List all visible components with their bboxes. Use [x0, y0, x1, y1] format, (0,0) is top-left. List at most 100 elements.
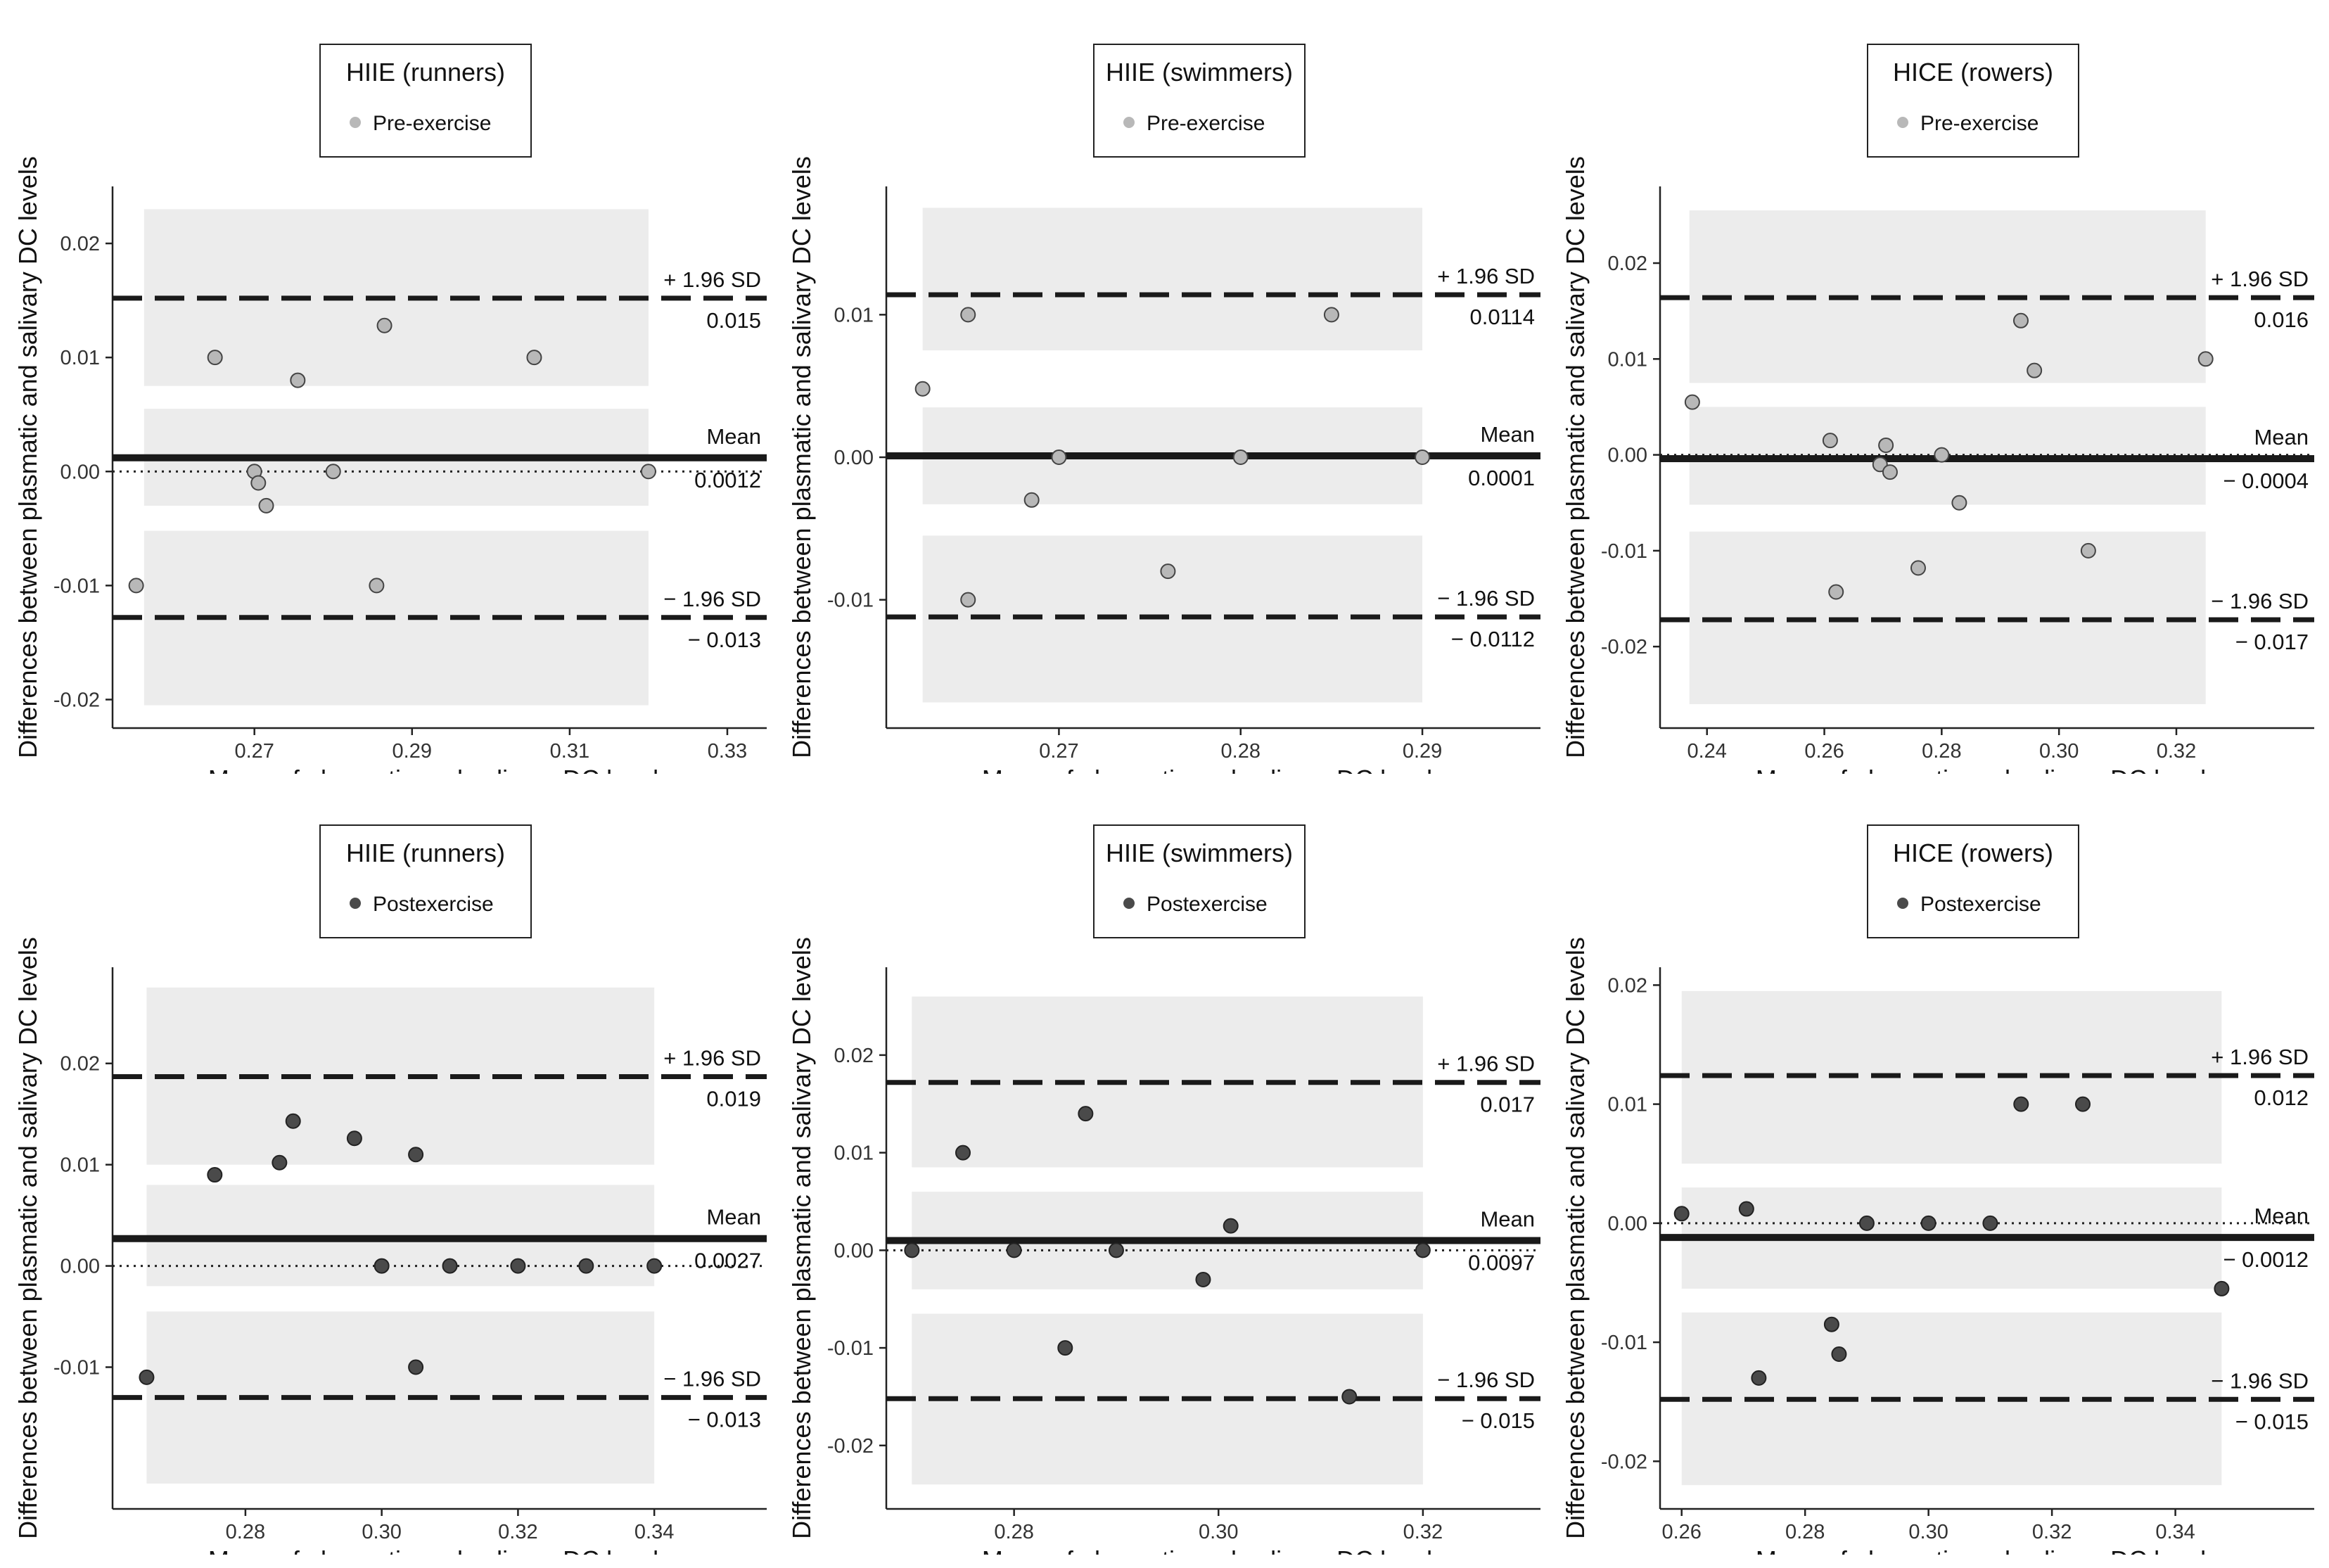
upper-loa-label: + 1.96 SD — [2211, 267, 2309, 291]
legend-title: HIIE (swimmers) — [1106, 58, 1293, 87]
data-point — [290, 372, 306, 388]
legend-key-dot — [1123, 117, 1135, 128]
mean-value: 0.0012 — [694, 468, 761, 492]
data-point — [960, 307, 976, 323]
lower-loa-label: − 1.96 SD — [1437, 1368, 1535, 1392]
data-point — [578, 1258, 594, 1274]
mean-value: 0.0001 — [1468, 466, 1535, 490]
x-axis-title: Mean of plasmatic and salivary DC levels — [1756, 765, 2219, 774]
lower-loa-value: − 0.0112 — [1451, 627, 1535, 651]
data-point — [955, 1145, 971, 1161]
data-point — [1910, 560, 1926, 576]
data-point — [1057, 1340, 1073, 1356]
data-point — [285, 1113, 301, 1129]
x-tick-label: 0.27 — [234, 740, 274, 763]
legend-box — [1867, 44, 2079, 158]
x-tick-label: 0.28 — [1922, 740, 1961, 763]
data-point — [1934, 447, 1950, 463]
x-tick-label: 0.34 — [634, 1521, 674, 1543]
data-point — [2013, 1096, 2029, 1112]
x-tick-label: 0.32 — [1403, 1521, 1443, 1543]
y-tick-label: -0.02 — [1601, 1451, 1647, 1473]
x-tick-label: 0.28 — [1785, 1521, 1825, 1543]
y-tick-label: 0.01 — [1608, 1094, 1647, 1116]
y-tick-label: 0.01 — [834, 1142, 874, 1165]
mean-label: Mean — [706, 1205, 761, 1230]
data-point — [1878, 437, 1894, 453]
data-point — [1823, 1316, 1839, 1332]
ba-plot-svg: HIIE (runners) Pre-exercise -0.02 -0.01 0.00… — [13, 44, 767, 793]
legend-key-dot — [1897, 898, 1908, 909]
x-axis-title: Mean of plasmatic and salivary DC levels — [208, 1545, 671, 1555]
legend-title: HICE (rowers) — [1893, 839, 2053, 867]
data-point — [1738, 1201, 1754, 1217]
y-axis-title: Differences between plasmatic and saliva… — [13, 156, 42, 758]
data-point — [1920, 1215, 1936, 1231]
data-point — [2214, 1280, 2230, 1296]
data-point — [1831, 1346, 1847, 1362]
upper-loa-label: + 1.96 SD — [663, 267, 761, 292]
lower-loa-value: − 0.017 — [2235, 630, 2309, 654]
ba-panel-5: HIIE (swimmers) Postexercise -0.02 -0.01 0.0… — [774, 781, 1548, 1568]
legend-title: HIIE (runners) — [346, 58, 505, 87]
ci-band-lower — [1689, 531, 2206, 704]
data-point — [1078, 1106, 1094, 1122]
mean-value: − 0.0004 — [2223, 469, 2309, 493]
data-point — [1232, 450, 1249, 465]
data-point — [526, 350, 542, 366]
ba-plot-svg: HIIE (swimmers) Pre-exercise -0.01 0.00 0.01… — [787, 44, 1540, 793]
ba-panel-6: HICE (rowers) Postexercise -0.02 -0.01 0.00 0… — [1548, 781, 2321, 1568]
data-point — [1415, 1242, 1431, 1258]
legend-box — [1093, 824, 1306, 938]
mean-label: Mean — [2254, 1204, 2309, 1228]
y-tick-label: 0.00 — [60, 461, 100, 483]
legend: HICE (rowers) Postexercise — [1867, 824, 2079, 938]
mean-value: 0.0097 — [1468, 1250, 1535, 1275]
data-point — [369, 578, 385, 594]
y-axis-title: Differences between plasmatic and saliva… — [787, 937, 816, 1539]
lower-loa-label: − 1.96 SD — [663, 587, 761, 611]
upper-loa-value: 0.0114 — [1469, 305, 1535, 329]
y-tick-label: 0.02 — [1608, 974, 1647, 997]
data-point — [374, 1258, 390, 1274]
ba-plot-svg: HICE (rowers) Postexercise -0.02 -0.01 0.00 0… — [1561, 824, 2314, 1568]
data-point — [250, 475, 267, 491]
legend-key-dot — [350, 898, 361, 909]
mean-label: Mean — [2254, 425, 2309, 450]
x-tick-label: 0.32 — [498, 1521, 537, 1543]
data-point — [376, 317, 393, 333]
x-tick-label: 0.30 — [362, 1521, 401, 1543]
upper-loa-value: 0.019 — [706, 1086, 761, 1111]
ci-band-upper — [922, 208, 1423, 351]
y-tick-label: -0.01 — [1601, 540, 1647, 563]
x-tick-label: 0.33 — [708, 740, 747, 763]
data-point — [1822, 433, 1838, 449]
data-point — [1982, 1215, 1998, 1231]
data-point — [640, 464, 656, 480]
mean-label: Mean — [706, 424, 761, 449]
data-point — [1341, 1389, 1358, 1405]
legend-key-dot — [1897, 117, 1908, 128]
y-tick-label: 0.02 — [60, 233, 100, 255]
upper-loa-value: 0.015 — [706, 308, 761, 333]
data-point — [408, 1359, 424, 1375]
ci-band-lower — [146, 1311, 655, 1484]
y-tick-label: 0.00 — [1608, 445, 1647, 467]
data-point — [1108, 1242, 1124, 1258]
y-tick-label: -0.01 — [53, 575, 100, 597]
y-tick-label: -0.01 — [827, 1337, 874, 1360]
data-point — [207, 350, 223, 366]
legend: HIIE (swimmers) Postexercise — [1093, 824, 1306, 938]
data-point — [2012, 312, 2029, 329]
y-tick-label: 0.01 — [1608, 348, 1647, 371]
x-tick-label: 0.31 — [550, 740, 589, 763]
data-point — [1684, 394, 1700, 410]
y-tick-label: 0.01 — [60, 347, 100, 369]
ba-panel-3: HICE (rowers) Pre-exercise -0.02 -0.01 0.00 0… — [1548, 0, 2321, 793]
upper-loa-label: + 1.96 SD — [1437, 264, 1535, 288]
data-point — [128, 578, 144, 594]
x-tick-label: 0.28 — [226, 1521, 265, 1543]
legend-title: HIIE (swimmers) — [1106, 839, 1293, 867]
y-tick-label: 0.00 — [1608, 1213, 1647, 1235]
y-tick-label: 0.00 — [834, 1239, 874, 1262]
